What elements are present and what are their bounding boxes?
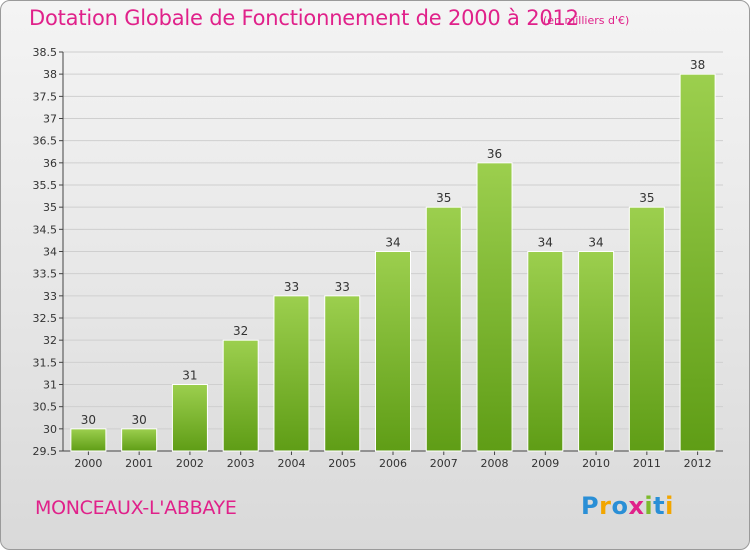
bar-2005 [324,295,361,452]
y-tick-label: 29.5 [33,445,58,458]
unit-note: (en milliers d'€) [543,14,630,27]
logo-letter: o [611,492,629,520]
logo-letter: i [665,492,674,520]
logo-letter: i [644,492,654,520]
y-tick-label: 34.5 [33,223,58,236]
bar-2002 [171,384,208,452]
bar-value-label: 34 [588,236,603,250]
y-tick-label: 31 [43,379,57,392]
x-tick-label: 2008 [481,457,509,470]
bar-value-label: 32 [233,324,248,338]
bar-2007 [425,206,462,452]
x-tick-label: 2000 [74,457,102,470]
y-tick-label: 32 [43,334,57,347]
bar-2004 [273,295,310,452]
y-tick-label: 37 [43,113,57,126]
bar-value-label: 36 [487,147,502,161]
bars [70,73,716,452]
bar-value-label: 33 [284,280,299,294]
bar-value-label: 33 [335,280,350,294]
bar-value-label: 38 [690,58,705,72]
proxiti-logo: Proxiti [581,492,674,520]
bar-value-label: 35 [639,191,654,205]
y-tick-label: 30 [43,423,57,436]
x-tick-label: 2004 [277,457,305,470]
x-tick-label: 2006 [379,457,407,470]
x-tick-label: 2002 [176,457,204,470]
commune-name: MONCEAUX-L'ABBAYE [35,497,237,519]
y-tick-label: 36 [43,157,57,170]
bar-2012 [679,73,716,452]
x-tick-label: 2010 [582,457,610,470]
bar-2000 [70,428,107,452]
y-tick-label: 35.5 [33,179,58,192]
x-tick-label: 2012 [684,457,712,470]
bar-value-label: 34 [385,236,400,250]
y-tick-label: 38 [43,68,57,81]
bar-2003 [222,339,259,452]
y-tick-label: 34 [43,246,57,259]
y-tick-label: 36.5 [33,135,58,148]
bar-2008 [476,162,513,452]
labels: 29.5 30 30.5 31 31.5 32 32.5 33 33.5 34 34.5 35 35.5… [33,46,712,470]
bar-2011 [628,206,665,452]
y-tick-label: 35 [43,201,57,214]
logo-letter: t [653,492,666,520]
logo-letter: r [599,492,612,520]
y-tick-label: 38.5 [33,46,58,59]
y-tick-label: 31.5 [33,356,58,369]
chart-title: Dotation Globale de Fonctionnement de 20… [29,6,579,30]
x-tick-label: 2003 [227,457,255,470]
bar-2009 [527,251,564,452]
bar-value-label: 30 [132,413,147,427]
x-tick-label: 2001 [125,457,153,470]
y-tick-label: 37.5 [33,90,58,103]
y-tick-label: 30.5 [33,401,58,414]
x-tick-label: 2005 [328,457,356,470]
bar-2010 [578,251,615,452]
y-tick-label: 33.5 [33,268,58,281]
x-tick-label: 2009 [531,457,559,470]
x-tick-label: 2007 [430,457,458,470]
bar-2006 [375,251,411,452]
logo-letter: P [581,492,600,520]
bar-2001 [121,428,158,452]
x-tick-label: 2011 [633,457,661,470]
bar-value-label: 31 [182,369,197,383]
bar-value-label: 34 [538,236,553,250]
y-tick-label: 32.5 [33,312,58,325]
bar-value-label: 35 [436,191,451,205]
logo-letter: x [628,492,645,520]
bar-value-label: 30 [81,413,96,427]
y-tick-label: 33 [43,290,57,303]
